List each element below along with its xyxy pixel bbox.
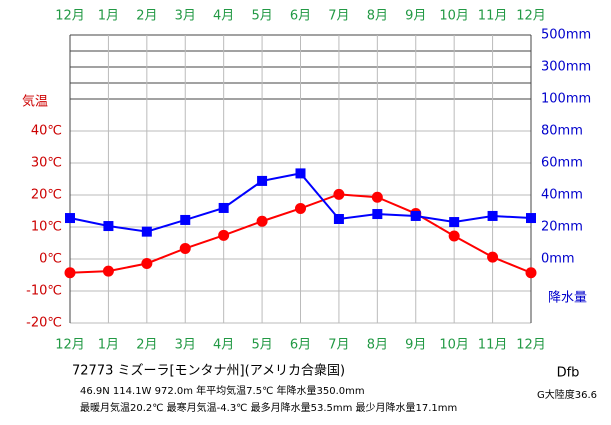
y2-tick-label: 80mm bbox=[541, 124, 583, 139]
y-tick-label: 20℃ bbox=[31, 188, 62, 203]
x-tick-label: 5月 bbox=[251, 9, 272, 24]
y2-axis-label: 降水量 bbox=[548, 291, 587, 306]
data-point bbox=[218, 202, 229, 213]
y-tick-label: 10℃ bbox=[31, 220, 62, 235]
y-tick-label: -10℃ bbox=[26, 284, 62, 299]
x-tick-label: 4月 bbox=[213, 338, 234, 353]
station: 72773 ミズーラ[モンタナ州](アメリカ合衆国) bbox=[72, 363, 345, 379]
data-point bbox=[372, 209, 383, 220]
data-point bbox=[103, 221, 114, 232]
x-tick-label: 2月 bbox=[136, 9, 157, 24]
y2-tick-label: 100mm bbox=[541, 92, 591, 107]
x-tick-label: 6月 bbox=[290, 338, 311, 353]
info: 最暖月気温20.2℃ 最寒月気温-4.3℃ 最多月降水量53.5mm 最少月降水… bbox=[80, 401, 457, 414]
y2-tick-label: 500mm bbox=[541, 28, 591, 43]
y2-tick-label: 60mm bbox=[541, 156, 583, 171]
data-point bbox=[448, 230, 460, 242]
x-tick-label: 9月 bbox=[405, 9, 426, 24]
x-tick-label: 12月 bbox=[55, 338, 85, 353]
data-point bbox=[487, 251, 499, 263]
data-point bbox=[295, 202, 306, 214]
data-point bbox=[102, 265, 114, 277]
data-point bbox=[295, 168, 306, 179]
x-tick-label: 8月 bbox=[367, 9, 388, 24]
data-point bbox=[371, 191, 383, 203]
y2-tick-label: 40mm bbox=[541, 188, 583, 203]
x-tick-label: 7月 bbox=[328, 9, 349, 24]
y-tick-label: 0℃ bbox=[39, 252, 62, 267]
climate-class: Dfb bbox=[557, 366, 580, 381]
x-tick-label: 1月 bbox=[98, 9, 119, 24]
data-point bbox=[179, 242, 191, 254]
y-tick-label: 40℃ bbox=[31, 124, 62, 139]
data-point bbox=[410, 210, 421, 221]
data-point bbox=[333, 188, 345, 200]
x-tick-label: 3月 bbox=[175, 338, 196, 353]
x-tick-label: 5月 bbox=[251, 338, 272, 353]
x-tick-label: 2月 bbox=[136, 338, 157, 353]
data-point bbox=[218, 229, 230, 241]
data-point bbox=[333, 214, 344, 224]
x-tick-label: 12月 bbox=[516, 9, 546, 24]
x-tick-label: 12月 bbox=[55, 9, 85, 24]
continentality: G大陸度36.6 bbox=[537, 388, 597, 401]
y-tick-label: -20℃ bbox=[26, 316, 62, 331]
data-point bbox=[141, 226, 152, 237]
data-point bbox=[64, 267, 76, 279]
data-point bbox=[487, 210, 498, 221]
x-tick-label: 4月 bbox=[213, 9, 234, 24]
x-tick-label: 11月 bbox=[478, 338, 508, 353]
x-tick-label: 1月 bbox=[98, 338, 119, 353]
x-tick-label: 3月 bbox=[175, 9, 196, 24]
data-point bbox=[256, 215, 268, 227]
data-point bbox=[526, 213, 536, 224]
data-point bbox=[65, 213, 75, 224]
data-point bbox=[449, 217, 460, 228]
y2-tick-label: 20mm bbox=[541, 220, 583, 235]
data-point bbox=[180, 214, 191, 225]
x-tick-label: 8月 bbox=[367, 338, 388, 353]
x-tick-label: 10月 bbox=[439, 338, 469, 353]
x-tick-label: 6月 bbox=[290, 9, 311, 24]
x-tick-label: 11月 bbox=[478, 9, 508, 24]
y2-tick-label: 0mm bbox=[541, 252, 575, 267]
y-axis-label: 気温 bbox=[22, 94, 48, 110]
x-tick-label: 9月 bbox=[405, 338, 426, 353]
y-tick-label: 30℃ bbox=[31, 156, 62, 171]
data-point bbox=[141, 257, 153, 269]
x-tick-label: 12月 bbox=[516, 338, 546, 353]
x-tick-label: 10月 bbox=[439, 9, 469, 24]
data-point bbox=[525, 267, 537, 279]
info: 46.9N 114.1W 972.0m 年平均気温7.5℃ 年降水量350.0m… bbox=[80, 384, 365, 397]
x-tick-label: 7月 bbox=[328, 338, 349, 353]
data-point bbox=[257, 175, 268, 186]
y2-tick-label: 300mm bbox=[541, 60, 591, 75]
